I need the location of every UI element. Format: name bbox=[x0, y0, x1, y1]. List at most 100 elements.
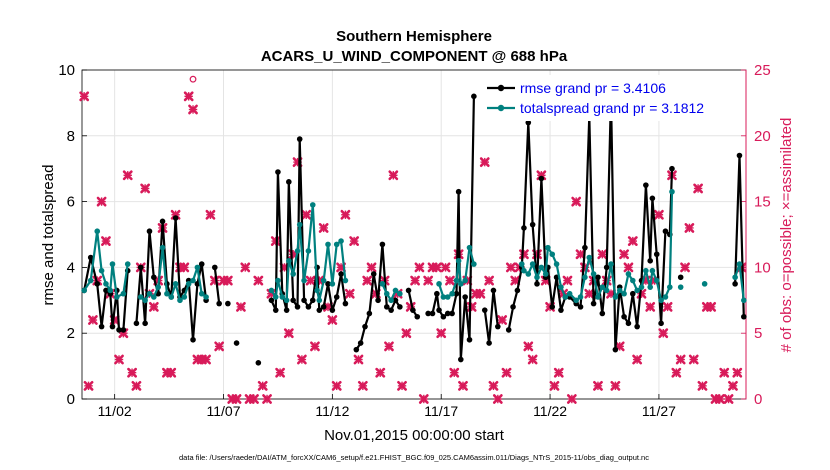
obs-count-point bbox=[131, 380, 142, 391]
obs-count-point bbox=[445, 275, 455, 286]
obs-count-point bbox=[658, 328, 669, 339]
rmse-point bbox=[732, 281, 738, 287]
rmse-point bbox=[275, 169, 281, 175]
rmse-point bbox=[294, 304, 301, 310]
spread-point bbox=[558, 284, 564, 290]
spread-point bbox=[643, 267, 649, 274]
obs-count-point bbox=[122, 170, 133, 181]
spread-point bbox=[616, 287, 623, 294]
rmse-point bbox=[603, 264, 610, 271]
rmse-point bbox=[525, 119, 532, 126]
spread-point bbox=[562, 294, 569, 300]
legend-box bbox=[477, 75, 743, 121]
rmse-point bbox=[329, 307, 336, 313]
spread-point bbox=[612, 294, 619, 300]
obs-count-point bbox=[327, 315, 338, 325]
rmse-point bbox=[577, 304, 584, 310]
obs-count-point bbox=[693, 183, 704, 194]
rmse-point bbox=[643, 182, 649, 188]
rmse-point bbox=[429, 310, 436, 317]
spread-point bbox=[325, 241, 331, 248]
spread-point bbox=[181, 294, 188, 300]
rmse-point bbox=[87, 254, 94, 261]
rmse-point bbox=[333, 294, 340, 300]
obs-count-point bbox=[410, 275, 420, 286]
spread-point bbox=[279, 294, 286, 300]
spread-point bbox=[94, 228, 101, 235]
obs-count-point bbox=[166, 367, 177, 378]
x-tick-label: 11/07 bbox=[207, 403, 241, 419]
spread-point bbox=[283, 297, 290, 304]
rmse-line bbox=[213, 267, 221, 304]
rmse-point bbox=[353, 346, 360, 353]
obs-count-point bbox=[553, 367, 564, 378]
rmse-point bbox=[449, 310, 455, 317]
spread-point bbox=[449, 290, 455, 297]
y-tick-label: 10 bbox=[58, 62, 75, 79]
obs-count-point bbox=[492, 394, 503, 404]
obs-count-point bbox=[505, 262, 516, 273]
rmse-point bbox=[629, 290, 636, 297]
y2-tick-label: 15 bbox=[754, 194, 771, 211]
rmse-point bbox=[453, 290, 460, 297]
obs-count-point bbox=[366, 262, 377, 273]
obs-count-point bbox=[140, 183, 151, 194]
obs-count-point bbox=[697, 380, 708, 391]
spread-point bbox=[168, 294, 175, 300]
spread-point bbox=[190, 277, 196, 284]
obs-count-point bbox=[205, 209, 216, 220]
y2-tick-label: 0 bbox=[754, 391, 762, 408]
obs-count-point bbox=[519, 249, 529, 260]
spread-point bbox=[329, 281, 336, 287]
obs-count-point bbox=[331, 380, 342, 391]
obs-count-point bbox=[714, 394, 725, 404]
rmse-point bbox=[146, 228, 153, 235]
obs-count-point bbox=[501, 367, 512, 378]
rmse-point bbox=[490, 287, 497, 294]
spread-point bbox=[392, 287, 399, 294]
x-tick-label: 11/17 bbox=[424, 403, 458, 419]
obs-count-point bbox=[597, 249, 608, 260]
rmse-point bbox=[342, 300, 349, 307]
spread-point bbox=[603, 287, 610, 294]
y-tick-label: 4 bbox=[67, 259, 75, 276]
series-lines bbox=[81, 93, 747, 366]
spread-point bbox=[638, 284, 645, 290]
obs-count-point bbox=[623, 262, 634, 273]
spread-point bbox=[383, 290, 390, 297]
spread-point bbox=[625, 271, 632, 277]
obs-count-point bbox=[662, 301, 673, 312]
obs-count-point bbox=[654, 209, 664, 220]
spread-point bbox=[275, 277, 281, 284]
spread-point bbox=[338, 238, 344, 244]
obs-count-point bbox=[523, 341, 534, 352]
spread-point bbox=[462, 277, 468, 284]
y-tick-label: 0 bbox=[67, 391, 75, 408]
rmse-point bbox=[481, 307, 488, 313]
rmse-point bbox=[486, 340, 492, 346]
obs-count-point bbox=[423, 275, 434, 286]
x-tick-label: 11/12 bbox=[315, 403, 349, 419]
spread-point bbox=[529, 261, 536, 267]
spread-point bbox=[268, 287, 275, 294]
rmse-point bbox=[216, 300, 222, 307]
obs-count-point bbox=[593, 380, 603, 391]
obs-count-point bbox=[188, 104, 198, 115]
spread-point bbox=[577, 294, 584, 300]
rmse-point bbox=[405, 287, 412, 294]
x-tick-label: 11/22 bbox=[533, 403, 567, 419]
obs-count-point bbox=[362, 275, 373, 286]
y-tick-label: 2 bbox=[67, 325, 75, 342]
rmse-line bbox=[507, 95, 674, 351]
spread-point bbox=[81, 287, 87, 294]
rmse-point bbox=[305, 304, 312, 310]
obs-count-point bbox=[645, 301, 656, 312]
spread-point bbox=[471, 261, 477, 267]
spread-point bbox=[599, 284, 606, 290]
obs-count-point bbox=[706, 301, 717, 312]
spread-point bbox=[120, 290, 127, 297]
spread-point bbox=[582, 274, 588, 281]
rmse-point bbox=[190, 336, 196, 343]
rmse-point bbox=[658, 320, 664, 327]
rmse-point bbox=[272, 307, 279, 313]
